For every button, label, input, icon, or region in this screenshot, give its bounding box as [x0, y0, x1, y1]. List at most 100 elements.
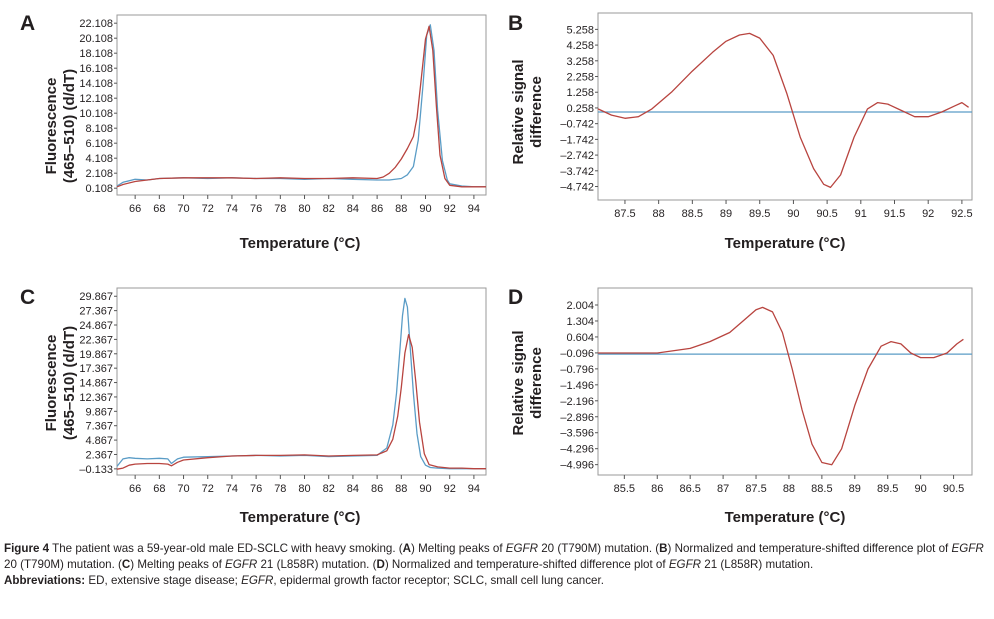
y-tick-label: 5.258	[566, 24, 594, 36]
x-axis-title-b: Temperature (°C)	[725, 235, 846, 252]
x-tick-label: 87.5	[614, 208, 635, 220]
y-tick-label: 14.108	[79, 78, 113, 90]
panel-b: B 87.5 88 88.5 89 89.5 90 90.5 91 91.5 92 92.5 5.258…	[508, 12, 973, 252]
x-tick-label: 74	[226, 483, 238, 495]
x-axis-title-c: Temperature (°C)	[240, 509, 361, 526]
y-axis-title-b: Relative signaldifference	[510, 59, 545, 164]
y-tick-label: 29.867	[79, 291, 113, 303]
x-tick-label: 88	[395, 203, 407, 215]
x-tick-label: 85.5	[614, 483, 635, 495]
panel-c: C 66 68 70 72 74 76 78 80 82 84 86 88 90 92 94 –0.133 2.3…	[20, 286, 487, 526]
panel-d: D 85.5 86 86.5 87 87.5 88 88.5 89 89.5 90 90.5 2.004…	[508, 286, 973, 526]
y-axis-title-c: Fluorescence(465–510) (d/dT)	[43, 326, 78, 440]
x-tick-label: 80	[298, 203, 310, 215]
panel-a: A 66 68 70 72 74 76 78 80 82 84 86 88 90 92 94 0.108 2.10…	[20, 12, 487, 252]
y-axis-title-d: Relative signaldifference	[510, 330, 545, 435]
caption-text: , epidermal growth factor receptor; SCLC…	[273, 574, 604, 587]
x-tick-label: 86	[651, 483, 663, 495]
y-tick-label: –0.742	[560, 119, 594, 131]
x-tick-label: 90.5	[816, 208, 837, 220]
panel-letter-b: B	[508, 12, 523, 35]
caption-text: ) Normalized and temperature-shifted dif…	[667, 542, 952, 555]
x-tick-label: 92	[922, 208, 934, 220]
x-tick-label: 94	[468, 483, 480, 495]
caption-abbreviations: Abbreviations: ED, extensive stage disea…	[4, 573, 990, 589]
x-tick-label: 66	[129, 203, 141, 215]
caption-gene: EGFR	[505, 542, 538, 555]
x-tick-label: 94	[468, 203, 480, 215]
x-tick-label: 87.5	[745, 483, 766, 495]
x-tick-label: 80	[298, 483, 310, 495]
x-tick-label: 88.5	[682, 208, 703, 220]
x-tick-label: 90.5	[943, 483, 964, 495]
y-tick-label: –4.296	[560, 444, 594, 456]
panel-letter-a: A	[20, 12, 35, 35]
x-tick-label: 86.5	[679, 483, 700, 495]
series-line-sample-a	[116, 25, 486, 188]
x-tick-label: 72	[202, 483, 214, 495]
y-tick-label: –3.596	[560, 428, 594, 440]
y-tick-label: 2.004	[566, 300, 594, 312]
x-tick-label: 89.5	[749, 208, 770, 220]
y-tick-label: 16.108	[79, 63, 113, 75]
x-tick-label: 91.5	[884, 208, 905, 220]
y-tick-label: –0.796	[560, 364, 594, 376]
y-tick-label: 4.867	[85, 435, 113, 447]
x-tick-label: 84	[347, 483, 359, 495]
y-tick-label: –2.742	[560, 150, 594, 162]
caption-lead: The patient was a 59-year-old male ED-SC…	[49, 542, 403, 555]
panel-letter-d: D	[508, 286, 523, 309]
caption-text: ) Melting peaks of	[411, 542, 506, 555]
x-tick-label: 90	[419, 203, 431, 215]
x-tick-label: 87	[717, 483, 729, 495]
caption-gene: EGFR	[951, 542, 984, 555]
series-line-difference-d	[598, 306, 964, 466]
x-tick-label: 89	[720, 208, 732, 220]
y-axis-title-line: Relative signal	[510, 330, 527, 435]
y-tick-label: 2.108	[85, 168, 113, 180]
x-tick-label: 66	[129, 483, 141, 495]
x-tick-label: 92	[444, 203, 456, 215]
y-tick-label: –1.742	[560, 134, 594, 146]
series-line-difference-b	[597, 32, 969, 189]
x-tick-label: 88.5	[811, 483, 832, 495]
figure: A 66 68 70 72 74 76 78 80 82 84 86 88 90 92 94 0.108 2.10…	[20, 12, 973, 526]
caption-text: ) Normalized and temperature-shifted dif…	[384, 558, 669, 571]
y-axis-title-line: Fluorescence	[43, 335, 60, 432]
y-tick-label: 24.867	[79, 320, 113, 332]
y-tick-label: 6.108	[85, 138, 113, 150]
x-tick-label: 86	[371, 483, 383, 495]
y-tick-label: 2.258	[566, 72, 594, 84]
caption-text: ) Melting peaks of	[130, 558, 226, 571]
y-tick-label: 22.108	[79, 18, 113, 30]
caption-text: 20 (T790M) mutation. (	[538, 542, 660, 555]
y-tick-label: 2.367	[85, 449, 113, 461]
y-axis-title-line: Fluorescence	[43, 78, 60, 175]
x-tick-label: 68	[153, 203, 165, 215]
x-tick-label: 82	[323, 483, 335, 495]
plot-frame-a	[116, 14, 487, 196]
x-tick-label: 74	[226, 203, 238, 215]
y-tick-label: 20.108	[79, 33, 113, 45]
y-tick-label: 0.108	[85, 183, 113, 195]
y-tick-label: 8.108	[85, 123, 113, 135]
y-tick-label: –0.133	[79, 464, 113, 476]
x-tick-label: 72	[202, 203, 214, 215]
x-tick-label: 92.5	[951, 208, 972, 220]
y-tick-label: 7.367	[85, 421, 113, 433]
y-tick-label: 4.258	[566, 40, 594, 52]
y-axis-title-line: Relative signal	[510, 59, 527, 164]
x-tick-label: 90	[419, 483, 431, 495]
y-tick-label: 12.108	[79, 93, 113, 105]
y-tick-label: 17.367	[79, 363, 113, 375]
caption-text: 21 (L858R) mutation.	[701, 558, 814, 571]
x-tick-label: 88	[653, 208, 665, 220]
y-tick-label: 18.108	[79, 48, 113, 60]
plot-frame-d	[597, 287, 973, 476]
y-axis-title-line: difference	[528, 347, 545, 419]
x-tick-label: 68	[153, 483, 165, 495]
caption-letter-d: D	[376, 558, 385, 571]
y-axis-title-line: (465–510) (d/dT)	[61, 69, 78, 183]
plot-frame-b	[597, 12, 973, 201]
series-line-sample-c	[116, 333, 486, 470]
